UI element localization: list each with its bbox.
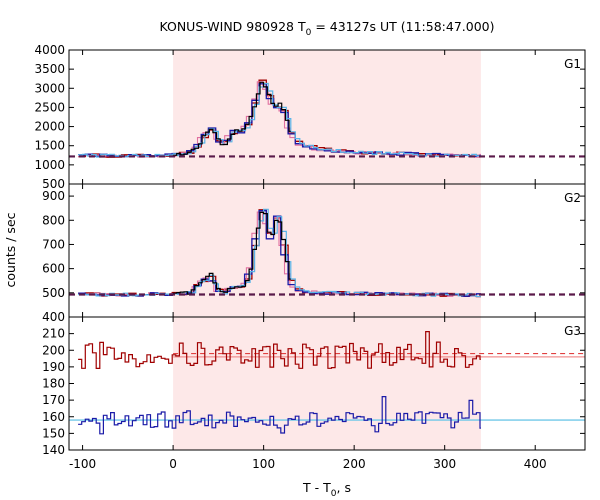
series-black (173, 211, 291, 295)
y-tick-label: 150 (42, 426, 65, 440)
shaded-interval (173, 317, 481, 450)
y-tick-label: 600 (42, 262, 65, 276)
y-tick-label: 2500 (34, 100, 65, 114)
x-tick-label: -100 (69, 457, 96, 471)
y-tick-label: 1000 (34, 158, 65, 172)
shaded-interval (173, 50, 481, 184)
panel-label: G1 (564, 57, 581, 71)
y-tick-label: 180 (42, 377, 65, 391)
y-tick-label: 200 (42, 343, 65, 357)
panel-label: G3 (564, 324, 581, 338)
y-tick-label: 2000 (34, 120, 65, 134)
y-tick-label: 190 (42, 360, 65, 374)
panel-g3: 140 150 160 170 180 190 200 210 -100 0 100 200 300 40… (42, 316, 586, 471)
panel-plot-area (69, 331, 585, 435)
shaded-interval (173, 184, 481, 317)
x-axis-label: T - T0, s (302, 480, 351, 499)
y-tick-label: 500 (42, 177, 65, 191)
panel-plot-area (69, 208, 585, 298)
x-tick-label: 100 (252, 457, 275, 471)
series-black (173, 81, 291, 156)
x-tick-label: 400 (524, 457, 547, 471)
y-tick-label: 1500 (34, 139, 65, 153)
panel-plot-area (69, 79, 585, 158)
series-g3-dark-red (78, 331, 481, 369)
x-tick-label: 200 (343, 457, 366, 471)
y-axis-label: counts / sec (3, 212, 18, 287)
y-tick-label: 210 (42, 327, 65, 341)
series-blue (78, 83, 481, 158)
y-tick-label: 4000 (34, 43, 65, 57)
y-tick-label: 900 (42, 189, 65, 203)
y-tick-label: 3000 (34, 81, 65, 95)
panel-label: G2 (564, 191, 581, 205)
y-tick-label: 3500 (34, 62, 65, 76)
y-tick-label: 160 (42, 410, 65, 424)
panel-g1: 500 1000 1500 2000 2500 3000 3500 4000 G1 (34, 43, 586, 191)
y-tick-label: 700 (42, 237, 65, 251)
panel-g2: 400 500 600 700 800 900 G2 (42, 183, 586, 324)
y-tick-label: 800 (42, 213, 65, 227)
series-g3-blue (78, 396, 481, 435)
x-tick-label: 0 (169, 457, 177, 471)
y-tick-label: 140 (42, 443, 65, 457)
x-tick-label: 300 (433, 457, 456, 471)
y-tick-label: 170 (42, 393, 65, 407)
y-tick-label: 500 (42, 286, 65, 300)
y-tick-label: 400 (42, 310, 65, 324)
chart-title: KONUS-WIND 980928 T0 = 43127s UT (11:58:… (159, 19, 494, 38)
